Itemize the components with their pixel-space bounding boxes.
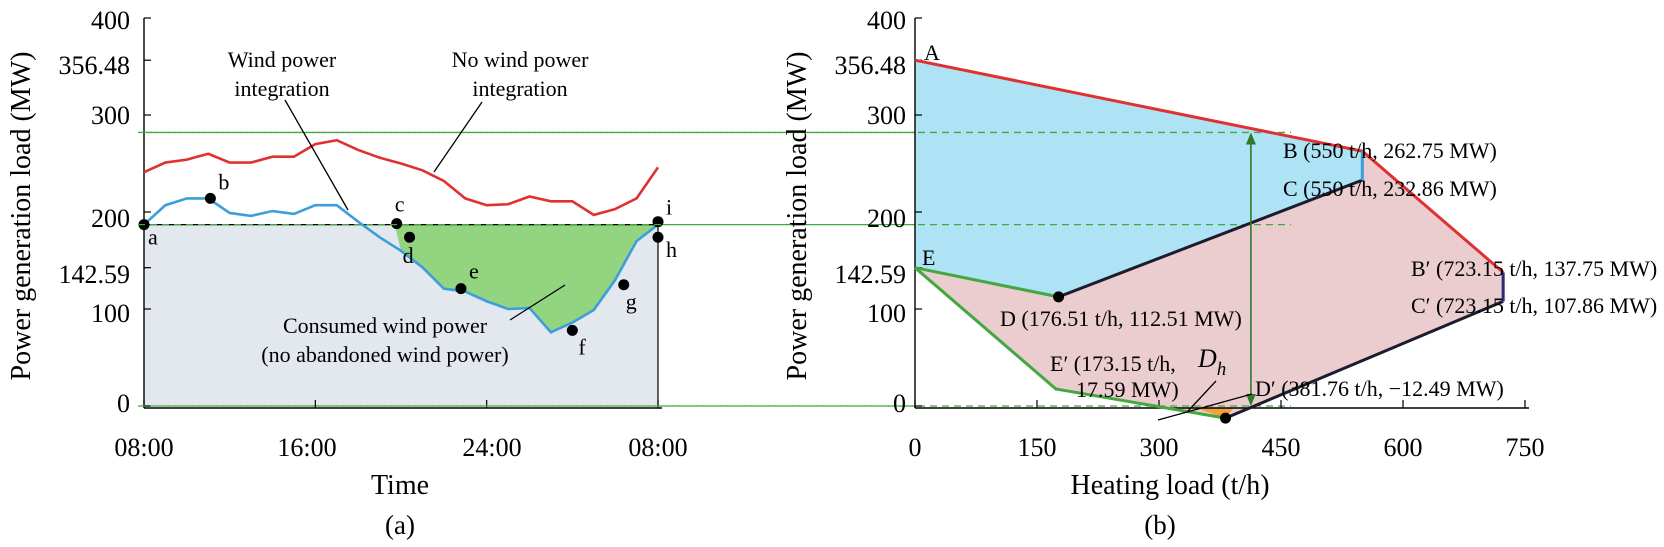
ytick-label: 400 <box>91 6 130 35</box>
series-lines-a <box>143 138 660 334</box>
panel-b: 0 100 142.59 200 300 356.48 400 0 150 30… <box>138 6 1657 540</box>
point-label: h <box>666 237 677 262</box>
annotation-no-wind-integration: integration <box>472 76 567 101</box>
point-label: i <box>666 195 672 220</box>
leader-line <box>1187 380 1217 412</box>
point-label-C-prime: C′ (723.15 t/h, 107.86 MW) <box>1411 293 1657 318</box>
point-label-E: E <box>922 245 935 270</box>
point-marker <box>204 192 216 204</box>
xtick-label: 600 <box>1384 433 1423 462</box>
annotation-no-wind-integration: No wind power <box>452 47 590 72</box>
point-label-B: B (550 t/h, 262.75 MW) <box>1283 138 1497 163</box>
ytick-label: 200 <box>91 204 130 233</box>
point-label: c <box>395 192 405 217</box>
annotation-consumed-wind: (no abandoned wind power) <box>261 342 508 367</box>
annotation-wind-integration: Wind power <box>228 47 337 72</box>
ytick-label: 200 <box>867 204 906 233</box>
annotation-wind-integration: integration <box>234 76 329 101</box>
point-label: b <box>218 169 229 194</box>
panel-label: (a) <box>385 510 415 540</box>
xtick-label: 24:00 <box>462 433 521 462</box>
point-label-E-prime: 17.59 MW) <box>1076 377 1179 402</box>
arrow-head-down <box>1245 394 1256 406</box>
arrow-head-up <box>1245 132 1256 145</box>
edge-E-D-green <box>914 266 1059 299</box>
point-label: g <box>626 289 637 314</box>
region-pink <box>915 151 1504 419</box>
xtick-label: 16:00 <box>277 433 336 462</box>
x-axis-label: Heating load (t/h) <box>1070 470 1269 501</box>
ytick-label: 142.59 <box>835 260 907 289</box>
annotation-consumed-wind: Consumed wind power <box>283 313 488 338</box>
point-label-B-prime: B′ (723.15 t/h, 137.75 MW) <box>1411 256 1657 281</box>
leader-line <box>509 284 566 321</box>
annotation-dh: Dh <box>1197 344 1226 380</box>
xtick-label: 300 <box>1140 433 1179 462</box>
point-markers-a: a b c d e f g hi <box>138 169 677 359</box>
series-line-no-wind <box>143 138 660 217</box>
edge-D-C-dark <box>1058 178 1363 299</box>
leader-line <box>284 99 349 211</box>
point-label-D-prime: D′ (381.76 t/h, −12.49 MW) <box>1255 376 1504 401</box>
point-label: d <box>403 243 414 268</box>
ytick-label: 100 <box>91 299 130 328</box>
xtick-label: 08:00 <box>114 433 173 462</box>
point-label-C: C (550 t/h, 232.86 MW) <box>1283 176 1497 201</box>
point-marker <box>566 324 578 336</box>
double-arrow-dh <box>1245 132 1256 406</box>
ytick-label: 400 <box>867 6 906 35</box>
leader-line <box>1157 393 1253 421</box>
panel-label: (b) <box>1144 510 1175 540</box>
point-markers-b <box>1053 291 1231 424</box>
xtick-label: 08:00 <box>628 433 687 462</box>
xtick-label: 750 <box>1506 433 1545 462</box>
reference-lines-b <box>138 131 1291 407</box>
point-marker-D <box>1053 291 1065 303</box>
point-marker-D-prime <box>1219 412 1231 424</box>
x-axis-label: Time <box>371 470 429 501</box>
region-blue <box>915 60 1363 297</box>
edge-Dprime-Cprime-dark <box>1224 299 1504 420</box>
point-label: e <box>469 259 479 284</box>
point-label: a <box>148 225 158 250</box>
ytick-label: 300 <box>91 101 130 130</box>
series-line-wind <box>143 197 659 334</box>
point-label-D: D (176.51 t/h, 112.51 MW) <box>1000 306 1242 331</box>
leader-line <box>433 101 483 173</box>
edge-E-Eprime-green <box>914 266 1226 420</box>
region-edges <box>914 58 1505 420</box>
y-axis-label: Power generation load (MW) <box>6 52 37 381</box>
point-marker <box>618 279 630 291</box>
point-label-E-prime: E′ (173.15 t/h, <box>1050 351 1176 376</box>
xtick-label: 0 <box>909 433 922 462</box>
point-marker <box>652 216 664 228</box>
point-label-A: A <box>924 40 940 65</box>
point-marker <box>652 231 664 243</box>
y-axis-label: Power generation load (MW) <box>782 52 813 381</box>
ytick-label: 100 <box>867 299 906 328</box>
panel-a: a b c d e f g hi 0 100 142.59 200 300 356.48 40… <box>6 6 915 540</box>
point-marker <box>404 231 416 243</box>
xtick-label: 150 <box>1018 433 1057 462</box>
ytick-label: 142.59 <box>59 260 131 289</box>
ytick-label: 356.48 <box>835 51 907 80</box>
point-marker <box>391 218 403 230</box>
point-label: f <box>578 334 586 359</box>
ytick-label: 0 <box>117 389 130 418</box>
consumed-wind-area <box>394 224 658 333</box>
ytick-label: 0 <box>893 389 906 418</box>
xtick-label: 450 <box>1262 433 1301 462</box>
ytick-label: 300 <box>867 101 906 130</box>
ytick-label: 356.48 <box>59 51 131 80</box>
point-marker <box>455 283 467 295</box>
